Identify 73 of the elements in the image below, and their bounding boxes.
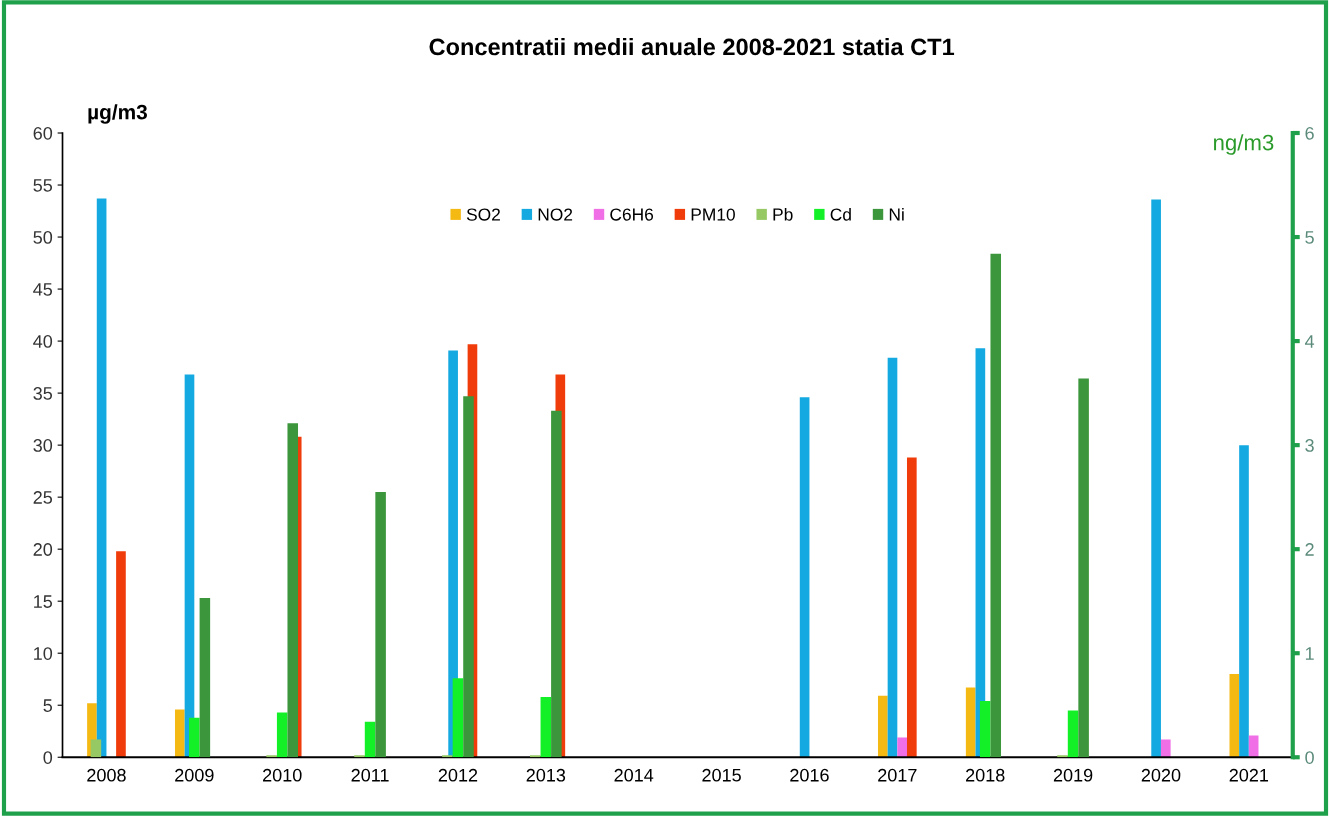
y-tick-label: 35 [33,387,53,400]
y2-tick-label: 2 [1305,543,1314,556]
bar [266,755,277,758]
bar [887,357,898,758]
bar [979,701,991,758]
bar [897,737,907,758]
bar [174,709,185,758]
bar [375,491,386,758]
bar [990,253,1002,758]
bar [906,457,917,758]
x-tick-label: 2019 [1053,768,1093,782]
y-tick-label: 60 [33,126,53,140]
legend-label: NO2 [538,208,573,221]
bar [965,687,976,758]
x-tick-label: 2009 [175,768,214,782]
bar [1248,735,1259,758]
x-tick-label: 2020 [1141,768,1181,782]
x-tick-label: 2013 [526,768,566,782]
bar [1057,755,1068,758]
bar [1067,710,1079,758]
bar [877,695,888,758]
bar [1151,199,1161,758]
x-tick-label: 2017 [878,768,917,782]
bar [1239,445,1249,758]
y-tick-label: 0 [43,751,53,764]
y-tick-label: 5 [43,699,53,712]
bar [1078,378,1089,758]
y2-tick-label: 4 [1304,335,1315,348]
bar [799,397,810,758]
x-tick-label: 2008 [87,768,126,782]
legend-label: C6H6 [610,208,654,221]
bar [116,551,126,758]
chart-title: Concentratii medii anuale 2008-2021 statia CT1 [429,37,955,56]
x-tick-label: 2014 [614,768,654,782]
bar [1229,674,1240,758]
bar [530,755,541,758]
y2-tick-label: 0 [1305,751,1314,764]
bar [354,755,365,758]
y2-tick-label: 1 [1305,647,1314,660]
y-tick-label: 20 [33,543,53,556]
y-tick-label: 50 [33,230,53,244]
y-tick-label: 25 [33,491,53,504]
bar [199,598,211,758]
legend-label: SO2 [466,208,500,221]
y-tick-label: 45 [33,283,53,296]
bar [1160,739,1171,758]
legend-label: Pb [773,207,793,221]
bar [540,696,552,758]
bar [189,717,200,758]
legend-label: Cd [830,207,851,221]
bar [276,712,288,758]
x-tick-label: 2010 [263,768,302,782]
x-tick-label: 2016 [790,768,829,782]
y-tick-label: 40 [33,335,53,348]
legend-label: Ni [889,207,904,221]
x-tick-label: 2018 [966,768,1005,782]
x-tick-label: 2012 [438,768,478,782]
bar [364,721,376,758]
y-tick-label: 10 [34,647,53,660]
x-tick-label: 2011 [351,768,389,782]
bar [442,755,453,758]
y-axis-title: µg/m3 [88,104,147,124]
x-tick-label: 2021 [1229,768,1269,782]
bar [452,678,464,758]
y-tick-label: 30 [33,439,53,452]
y2-tick-label: 5 [1305,231,1314,244]
y2-tick-label: 6 [1305,126,1314,140]
y-tick-label: 55 [33,179,53,192]
y2-tick-label: 3 [1305,439,1314,452]
y2-axis-title: ng/m3 [1214,134,1274,155]
y-tick-label: 15 [34,595,53,608]
legend-label: PM10 [691,208,735,221]
x-tick-label: 2015 [702,768,741,782]
